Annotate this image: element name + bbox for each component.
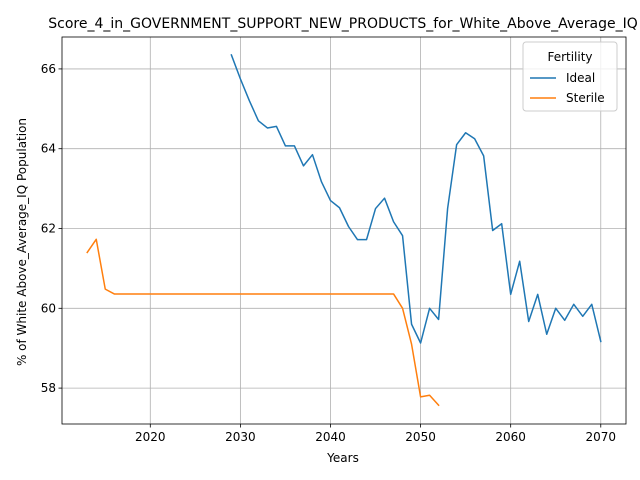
legend-label-sterile: Sterile [566,91,605,105]
legend-label-ideal: Ideal [566,71,595,85]
y-tick-label: 58 [41,381,56,395]
y-tick-label: 60 [41,301,56,315]
x-tick-label: 2020 [135,430,166,444]
y-tick-label: 66 [41,62,56,76]
legend-box [522,41,618,112]
axis-ticks: 2020 2030 2040 2050 2060 2070 58 60 62 64 66 [41,62,616,444]
y-tick-label: 64 [41,142,56,156]
legend-title: Fertility [547,50,592,64]
legend: Fertility Ideal Sterile [522,41,618,112]
x-tick-label: 2050 [405,430,436,444]
y-tick-label: 62 [41,222,56,236]
x-tick-label: 2040 [315,430,346,444]
x-axis-label: Years [326,451,359,465]
x-tick-label: 2030 [225,430,256,444]
chart-title: Score_4_in_GOVERNMENT_SUPPORT_NEW_PRODUC… [48,16,638,32]
series-line-sterile [86,238,440,407]
x-tick-label: 2060 [495,430,526,444]
series-lines [86,53,602,407]
plot-frame [61,36,627,425]
series-line-ideal [230,53,602,344]
x-tick-label: 2070 [585,430,616,444]
y-axis-label: % of White Above_Average_IQ Population [15,118,29,366]
